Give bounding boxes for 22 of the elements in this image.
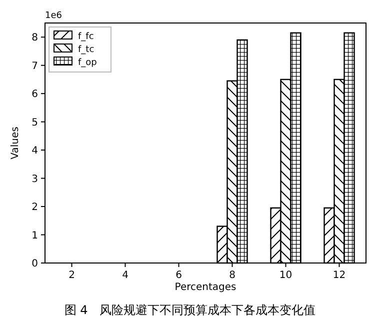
text: 图 4 风险规避下不同预算成本下各成本变化值 [64, 303, 316, 317]
x-tick-label: 8 [229, 270, 236, 281]
legend-label: f_tc [78, 45, 94, 55]
y-tick-label: 2 [32, 202, 38, 214]
y-tick-label: 1 [32, 230, 38, 242]
y-tick-label: 8 [32, 32, 38, 44]
x-tick-label: 12 [332, 270, 346, 281]
y-tick-label: 3 [32, 174, 38, 185]
y-tick-label: 5 [32, 117, 38, 128]
y-tick-label: 4 [32, 146, 38, 157]
legend-label: f_op [78, 58, 98, 68]
y-axis-title: Values [10, 126, 21, 160]
x-tick-label: 10 [279, 270, 292, 281]
x-axis-title: Percentages [174, 282, 236, 293]
y-tick-label: 7 [32, 60, 38, 72]
legend-label: f_fc [78, 32, 94, 42]
x-tick-label: 6 [176, 270, 182, 281]
x-tick-label: 2 [68, 270, 75, 281]
x-tick-label: 4 [122, 270, 128, 281]
text: 1e6 [45, 11, 62, 21]
y-tick-label: 0 [32, 258, 38, 270]
y-tick-label: 6 [32, 89, 38, 100]
